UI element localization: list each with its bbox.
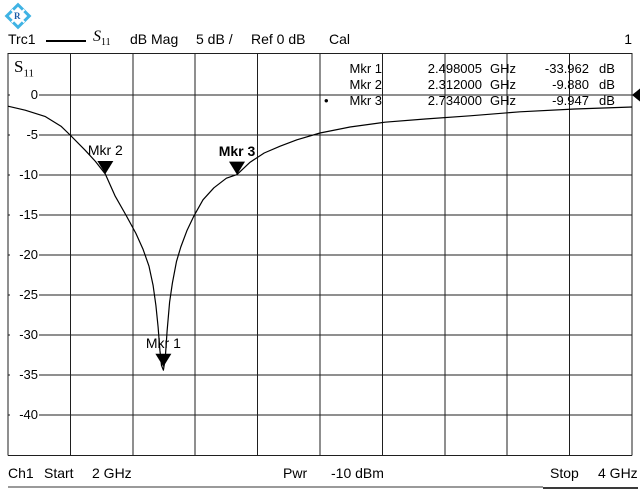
marker-frequency-unit: GHz xyxy=(490,61,516,76)
marker-level: -33.962 xyxy=(544,61,589,76)
y-axis-tick-label: -15 xyxy=(10,207,39,222)
y-axis-tick-label: -35 xyxy=(10,367,39,382)
y-axis-tick-label: -10 xyxy=(10,167,39,182)
marker-label-mkr-2: Mkr 2 xyxy=(87,142,123,159)
svg-text:R: R xyxy=(14,11,21,21)
marker-label-mkr-1: Mkr 1 xyxy=(145,334,181,351)
marker-label-mkr-3: Mkr 3 xyxy=(218,142,256,159)
trace-style-line-icon xyxy=(46,40,86,42)
plot-grid xyxy=(7,53,633,456)
marker-triangle-mkr-2[interactable] xyxy=(97,161,114,175)
y-axis-tick-label: 0 xyxy=(10,87,39,102)
marker-readout-table: Mkr 1 2.498005 GHz -33.962 dB Mkr 2 2.31… xyxy=(324,61,615,109)
channel-label: Ch1 xyxy=(8,465,34,481)
start-frequency[interactable]: 2 GHz xyxy=(92,465,132,481)
power-label[interactable]: Pwr xyxy=(283,465,308,481)
cal-label: Cal xyxy=(329,31,351,47)
marker-level: -9.947 xyxy=(552,93,589,108)
marker-name: Mkr 3 xyxy=(349,93,383,108)
marker-level-unit: dB xyxy=(599,77,615,92)
rohde-schwarz-logo: R xyxy=(4,2,32,30)
reference-level-indicator-icon xyxy=(632,88,640,102)
y-axis-tick-label: -40 xyxy=(10,407,39,422)
format-label[interactable]: dB Mag xyxy=(130,31,179,47)
marker-frequency-unit: GHz xyxy=(490,77,516,92)
y-axis-tick-label: -30 xyxy=(10,327,39,342)
s11-trace-plot xyxy=(7,53,640,456)
start-label[interactable]: Start xyxy=(44,465,74,481)
marker-level: -9.880 xyxy=(552,77,589,92)
marker-frequency: 2.734000 xyxy=(427,93,482,108)
marker-frequency: 2.498005 xyxy=(427,61,482,76)
marker-level-unit: dB xyxy=(599,93,615,108)
trace-name-label[interactable]: Trc1 xyxy=(8,31,36,47)
marker-triangle-mkr-3[interactable] xyxy=(229,161,246,175)
measurement-label[interactable]: S11 xyxy=(93,28,111,49)
diagram-number: 1 xyxy=(624,31,632,47)
footer-divider xyxy=(8,486,543,488)
marker-triangle-mkr-1[interactable] xyxy=(155,353,172,367)
marker-table-row[interactable]: Mkr 1 2.498005 GHz -33.962 dB xyxy=(324,61,615,77)
stop-label[interactable]: Stop xyxy=(550,465,579,481)
marker-name: Mkr 1 xyxy=(349,61,383,76)
footer-divider-active-segment xyxy=(543,487,638,489)
power-value[interactable]: -10 dBm xyxy=(331,465,384,481)
y-axis-tick-label: -25 xyxy=(10,287,39,302)
reference-label[interactable]: Ref 0 dB xyxy=(251,31,306,47)
plot-trace-label: S11 xyxy=(14,57,35,80)
y-axis-tick-label: -5 xyxy=(10,127,39,142)
stop-frequency[interactable]: 4 GHz xyxy=(598,465,638,481)
marker-frequency: 2.312000 xyxy=(427,77,482,92)
marker-frequency-unit: GHz xyxy=(490,93,516,108)
scale-label[interactable]: 5 dB / xyxy=(196,31,233,47)
y-axis-tick-label: -20 xyxy=(10,247,39,262)
active-marker-bullet: • xyxy=(324,93,329,108)
marker-table-row[interactable]: Mkr 2 2.312000 GHz -9.880 dB xyxy=(324,77,615,93)
marker-name: Mkr 2 xyxy=(349,77,383,92)
s11-trace-line xyxy=(7,105,633,371)
marker-table-row[interactable]: • Mkr 3 2.734000 GHz -9.947 dB xyxy=(324,93,615,109)
marker-level-unit: dB xyxy=(599,61,615,76)
